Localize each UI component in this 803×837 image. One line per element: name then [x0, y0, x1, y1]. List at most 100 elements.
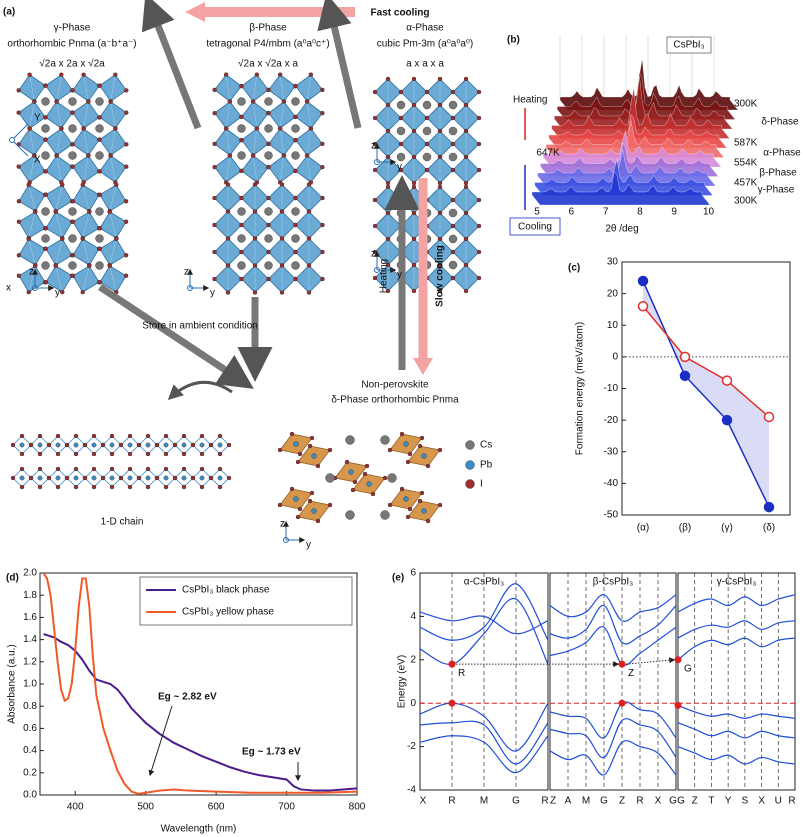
- atom: [225, 263, 231, 268]
- atom: [476, 141, 482, 147]
- atom: [16, 253, 22, 258]
- atom: [86, 153, 91, 158]
- y-tick-label: 0.8: [23, 701, 37, 712]
- atom: [217, 466, 223, 472]
- atom: [311, 453, 317, 459]
- atom: [16, 110, 21, 115]
- atom: [266, 87, 271, 93]
- gap-arrow: [625, 657, 676, 665]
- y-tick-label: -4: [407, 785, 416, 796]
- atom: [19, 442, 25, 448]
- y-tick-label: 2.0: [23, 568, 37, 579]
- atom: [325, 473, 335, 483]
- atom: [19, 466, 25, 472]
- atom: [199, 451, 205, 457]
- phase-label: γ-Phase: [758, 185, 795, 196]
- octahedron-edge: [82, 211, 90, 239]
- atom: [396, 152, 406, 162]
- atom: [295, 459, 301, 465]
- series-line: [642, 280, 770, 508]
- atom: [320, 164, 325, 170]
- atom: [411, 76, 417, 82]
- atom: [264, 234, 273, 243]
- atom: [91, 466, 97, 472]
- phase-label: a x a x a: [406, 59, 444, 70]
- atom: [407, 451, 413, 457]
- atom: [127, 451, 133, 457]
- xrd-trace: [534, 159, 714, 196]
- legend-label: Pb: [480, 460, 493, 471]
- atom: [419, 435, 425, 441]
- atom: [70, 110, 75, 115]
- atom: [127, 433, 133, 439]
- atom: [398, 89, 404, 95]
- atom: [437, 180, 443, 186]
- octahedron-edge: [110, 128, 116, 156]
- atom: [463, 102, 469, 108]
- kpoint-label: Y: [725, 796, 732, 807]
- band: [677, 746, 796, 765]
- band: [419, 735, 549, 774]
- y-axis-label: Energy (eV): [397, 655, 408, 708]
- atom: [405, 514, 411, 520]
- phase-label: δ-Phase: [761, 117, 799, 128]
- atom: [448, 152, 458, 162]
- atom: [163, 475, 169, 481]
- atom: [382, 475, 388, 481]
- x-tick-label: 9: [671, 207, 677, 218]
- band: [677, 704, 796, 719]
- atom: [465, 479, 475, 489]
- band: [677, 722, 796, 739]
- axis-label: Y: [34, 113, 41, 124]
- xrd-trace: [551, 87, 730, 139]
- atom: [95, 151, 104, 160]
- atom: [81, 72, 86, 77]
- atom: [385, 262, 391, 268]
- axis-label: z: [29, 267, 34, 278]
- atom: [304, 153, 310, 158]
- atom: [100, 442, 106, 448]
- atom: [43, 246, 49, 251]
- atom: [97, 137, 102, 142]
- atom: [315, 463, 321, 469]
- atom: [70, 253, 76, 258]
- atom: [266, 249, 271, 255]
- atom: [306, 182, 312, 187]
- crystal-structure: [212, 182, 325, 295]
- y-tick-label: -2: [407, 741, 416, 752]
- atom: [26, 182, 31, 188]
- atom: [476, 167, 482, 173]
- crystal-structure: [16, 182, 129, 295]
- atom: [212, 110, 217, 116]
- y-tick-label: 0.0: [23, 790, 37, 801]
- kpoint-label: M: [582, 796, 590, 807]
- atom: [424, 115, 430, 121]
- atom: [476, 275, 482, 281]
- axis-triad: [187, 268, 210, 291]
- octahedron-edge: [56, 155, 62, 183]
- octahedron-edge: [110, 74, 116, 102]
- atom: [199, 484, 205, 490]
- band: [419, 611, 549, 635]
- data-point: [721, 375, 733, 386]
- atom: [320, 110, 325, 116]
- atom: [463, 76, 469, 82]
- atom: [311, 508, 317, 514]
- atom: [385, 236, 391, 242]
- atom: [59, 72, 64, 77]
- octahedron-edge: [82, 265, 90, 293]
- atom: [352, 479, 358, 485]
- atom: [385, 288, 391, 294]
- panel-label: (b): [507, 35, 520, 46]
- atom: [10, 442, 16, 448]
- atom: [465, 460, 475, 470]
- panel-label: (c): [568, 263, 580, 274]
- xrd-waterfall: [531, 35, 739, 206]
- octahedron-edge: [55, 238, 63, 266]
- band-extremum: [674, 701, 682, 709]
- annotation-arrow: [148, 705, 173, 777]
- atom: [425, 463, 431, 469]
- arrow-label: Store in ambient condition: [142, 321, 258, 332]
- atom: [307, 443, 313, 449]
- atom: [417, 443, 423, 449]
